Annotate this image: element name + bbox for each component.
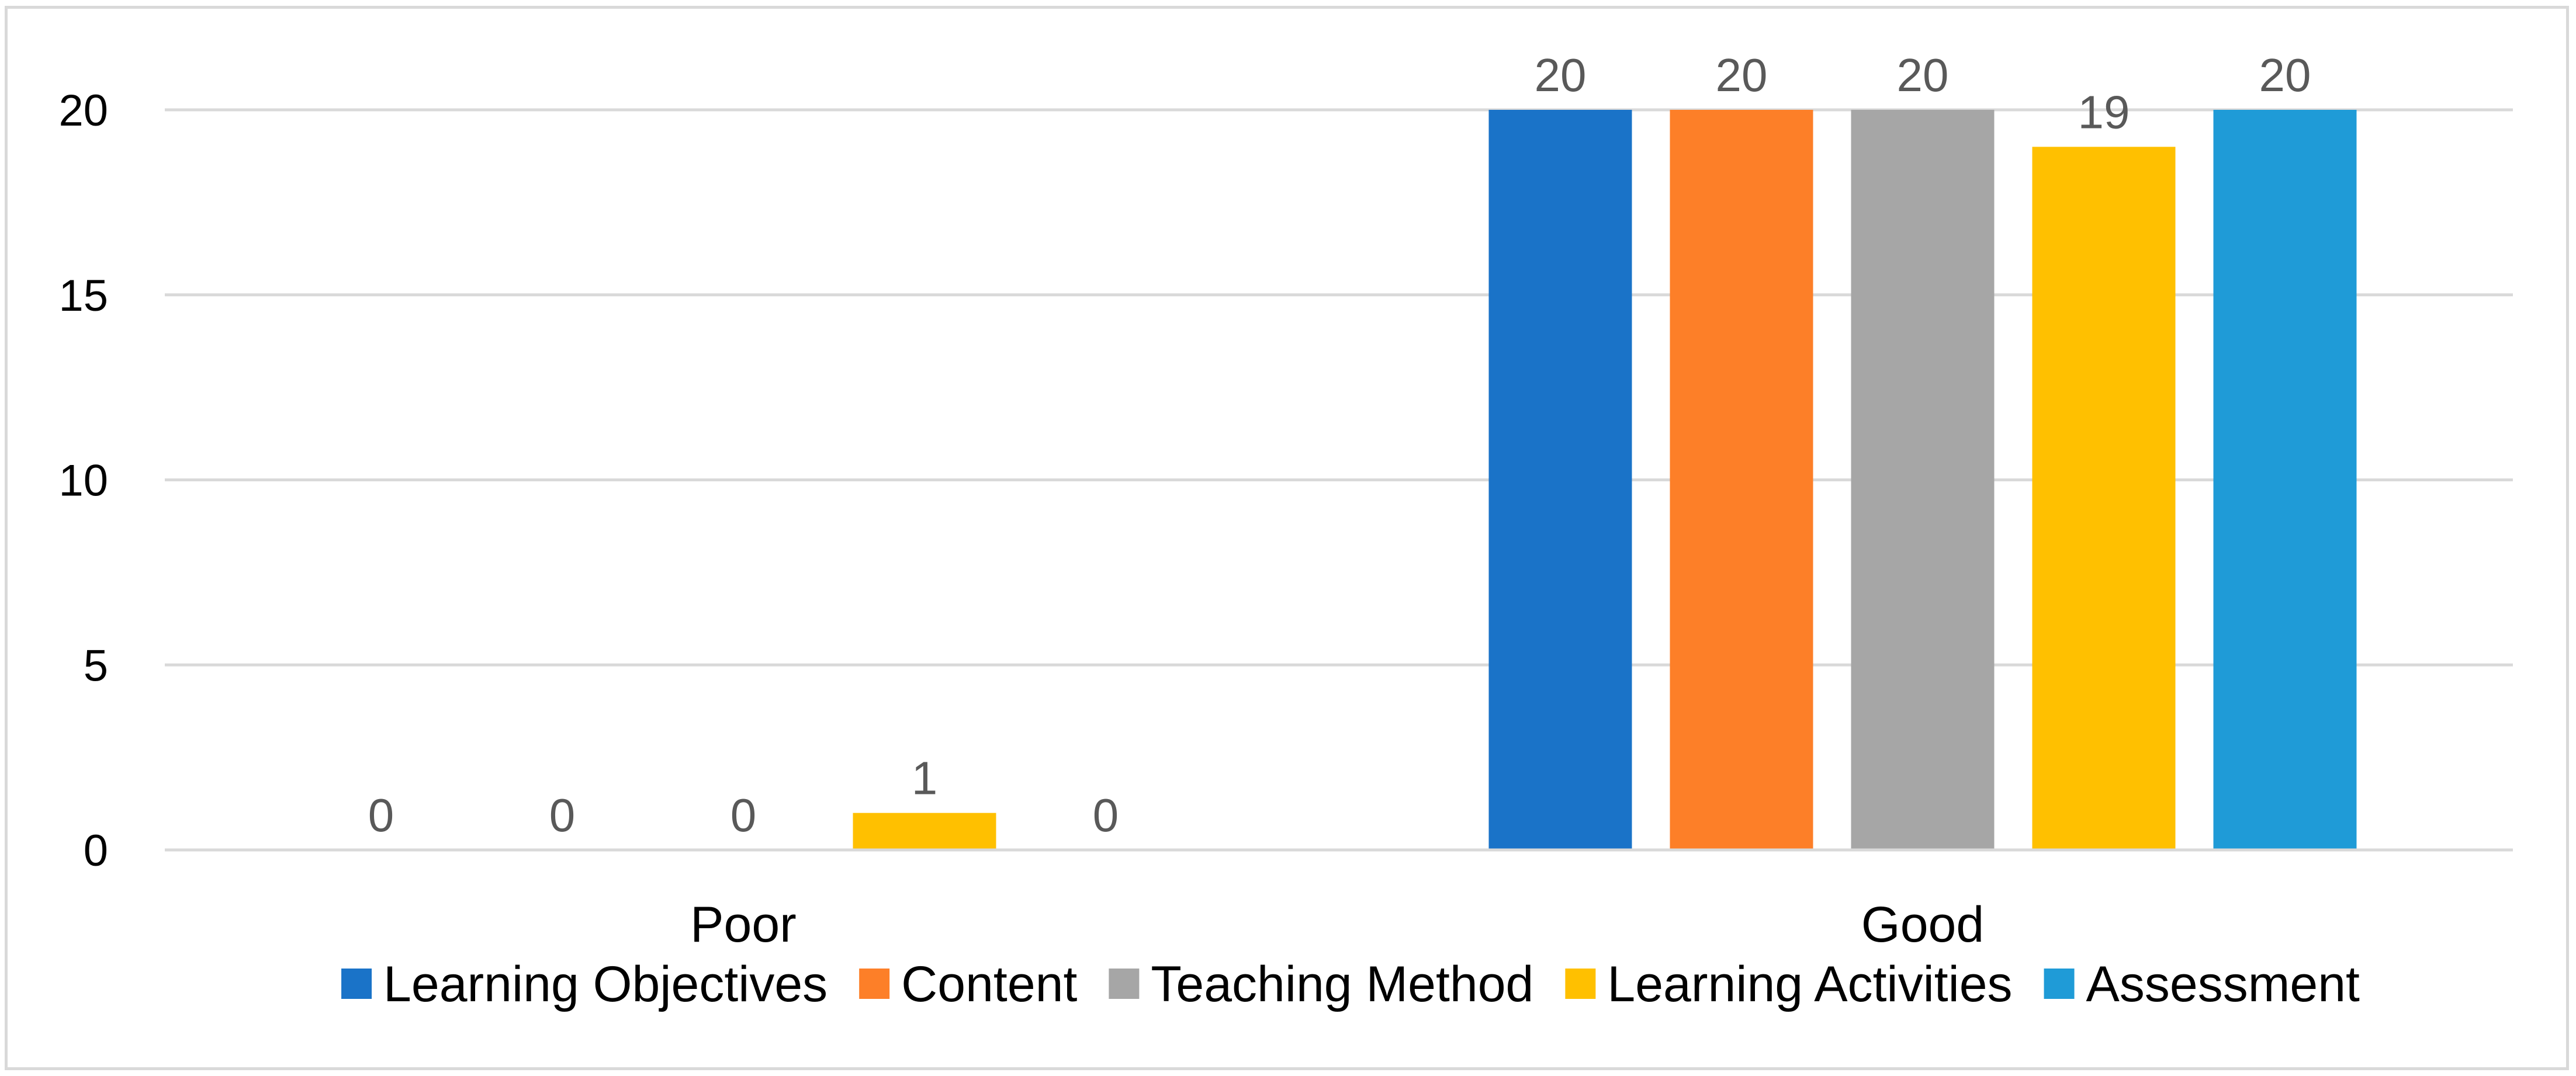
bar-poor-learning-activities bbox=[853, 813, 996, 850]
data-label: 19 bbox=[2078, 86, 2130, 138]
y-tick-label: 15 bbox=[58, 271, 108, 321]
data-label: 0 bbox=[1093, 789, 1119, 841]
legend-swatch bbox=[859, 969, 890, 999]
legend: Learning Objectives Content Teaching Metho… bbox=[341, 956, 2360, 1012]
legend-swatch bbox=[341, 969, 372, 999]
data-label: 0 bbox=[730, 789, 757, 841]
data-label: 20 bbox=[2259, 49, 2311, 101]
legend-item-learning-objectives: Learning Objectives bbox=[341, 956, 827, 1012]
y-tick-label: 0 bbox=[84, 826, 108, 876]
y-axis-tick-labels: 0 5 10 15 20 bbox=[58, 86, 108, 876]
legend-label: Learning Objectives bbox=[383, 956, 827, 1012]
bars bbox=[853, 110, 2357, 851]
bar-good-learning-activities bbox=[2032, 147, 2176, 851]
category-labels: Poor Good bbox=[690, 897, 1984, 953]
bar-good-assessment bbox=[2213, 110, 2357, 850]
data-label: 0 bbox=[549, 789, 576, 841]
data-label: 20 bbox=[1535, 49, 1587, 101]
legend-label: Content bbox=[901, 956, 1077, 1012]
y-tick-label: 20 bbox=[58, 86, 108, 136]
data-label: 1 bbox=[912, 752, 938, 804]
bar-good-learning-objectives bbox=[1488, 110, 1632, 850]
legend-label: Teaching Method bbox=[1151, 956, 1533, 1012]
x-category-label: Poor bbox=[690, 897, 797, 953]
data-label: 20 bbox=[1897, 49, 1949, 101]
x-category-label: Good bbox=[1861, 897, 1984, 953]
legend-item-content: Content bbox=[859, 956, 1077, 1012]
legend-item-teaching-method: Teaching Method bbox=[1109, 956, 1533, 1012]
legend-item-assessment: Assessment bbox=[2044, 956, 2360, 1012]
legend-swatch bbox=[1565, 969, 1596, 999]
bar-good-content bbox=[1670, 110, 1813, 850]
y-tick-label: 10 bbox=[58, 456, 108, 506]
data-label: 0 bbox=[368, 789, 394, 841]
legend-label: Assessment bbox=[2086, 956, 2360, 1012]
legend-swatch bbox=[2044, 969, 2075, 999]
legend-swatch bbox=[1109, 969, 1140, 999]
y-tick-label: 5 bbox=[84, 641, 108, 690]
data-label: 20 bbox=[1716, 49, 1768, 101]
legend-item-learning-activities: Learning Activities bbox=[1565, 956, 2013, 1012]
bar-good-teaching-method bbox=[1851, 110, 1995, 850]
legend-label: Learning Activities bbox=[1607, 956, 2012, 1012]
